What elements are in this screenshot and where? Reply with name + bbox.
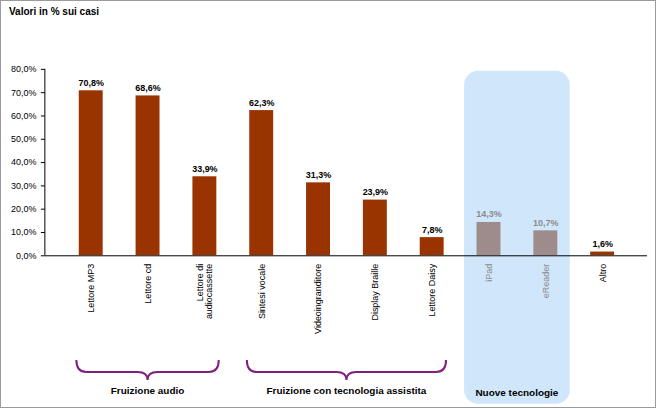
svg-text:50,0%: 50,0% [11,134,36,144]
html-text:Valori in % sui casi: Valori in % sui casi [9,6,99,17]
svg-text:40,0%: 40,0% [11,157,36,167]
svg-text:Lettore Daisy: Lettore Daisy [427,263,437,316]
svg-text:14,3%: 14,3% [476,209,501,219]
svg-text:Sintesi vocale: Sintesi vocale [257,264,267,319]
svg-text:70,8%: 70,8% [79,78,104,88]
svg-text:Lettore cd: Lettore cd [143,264,153,304]
svg-text:Fruizione audio: Fruizione audio [111,385,185,396]
svg-text:Nuove tecnologie: Nuove tecnologie [475,387,558,398]
svg-text:Fruizione con tecnologia assis: Fruizione con tecnologia assistita [267,385,427,396]
svg-text:7,8%: 7,8% [422,225,442,235]
svg-text:62,3%: 62,3% [249,98,274,108]
svg-text:68,6%: 68,6% [135,83,160,93]
svg-text:33,9%: 33,9% [192,164,217,174]
svg-text:10,7%: 10,7% [533,218,558,228]
svg-text:1,6%: 1,6% [592,239,612,249]
svg-text:0,0%: 0,0% [16,251,36,261]
svg-text:70,0%: 70,0% [11,88,36,98]
svg-text:Lettore MP3: Lettore MP3 [86,264,96,313]
svg-text:Lettore diaudiocassette: Lettore diaudiocassette [195,264,214,319]
svg-text:Videoingranditore: Videoingranditore [313,264,323,334]
svg-text:31,3%: 31,3% [306,170,331,180]
svg-text:10,0%: 10,0% [11,227,36,237]
svg-text:80,0%: 80,0% [11,64,36,74]
svg-text:23,9%: 23,9% [363,187,388,197]
svg-text:Altro: Altro [598,264,608,282]
svg-text:60,0%: 60,0% [11,111,36,121]
svg-text:iPad: iPad [484,264,494,282]
svg-text:eReader: eReader [541,264,551,298]
svg-text:20,0%: 20,0% [11,204,36,214]
svg-text:30,0%: 30,0% [11,181,36,191]
svg-text:Display Braille: Display Braille [370,264,380,321]
